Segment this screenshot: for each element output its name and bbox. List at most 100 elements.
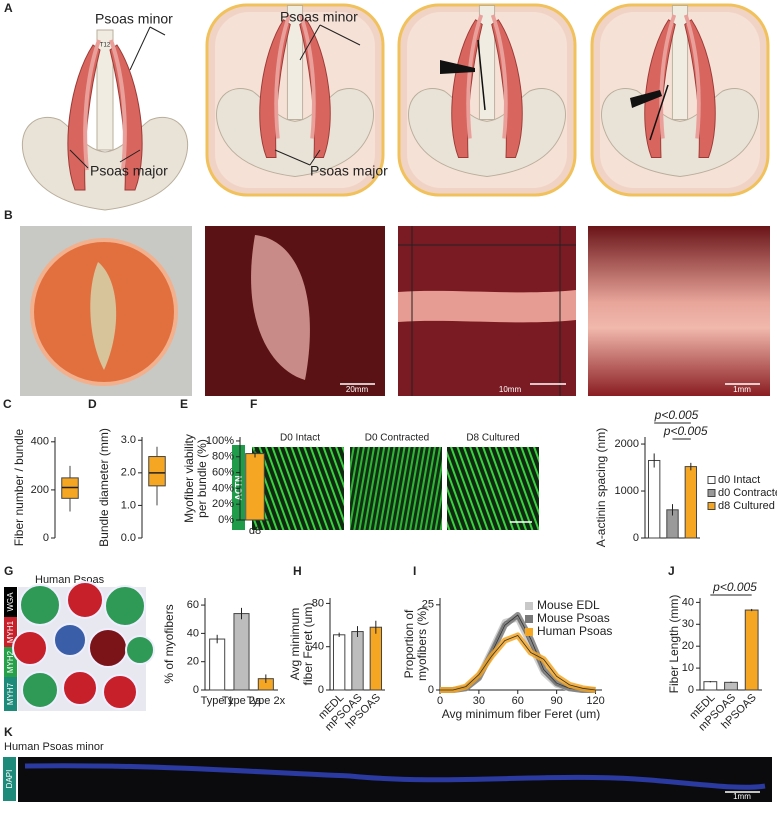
y-axis-label: Fiber Length (mm) [667,595,681,694]
panel-label: J [668,564,675,578]
y-tick-label: 10 [682,662,694,674]
micrograph [447,447,539,530]
panel-label: A [4,1,13,15]
x-tick-label: 30 [473,695,485,707]
x-tick-label: Type 1 [201,695,234,707]
x-tick-label: 120 [586,695,604,707]
x-axis-label: Avg minimum fiber Feret (um) [442,707,600,721]
y-axis-label: Fiber number / bundle [12,428,26,546]
y-tick-label: 1.0 [121,499,136,511]
legend-swatch [525,615,533,623]
panel-label: C [3,397,12,411]
image-title: Human Psoas minor [4,741,104,753]
y-tick-label: 0% [218,514,234,526]
anatomy-label: Psoas major [90,163,168,179]
channel-label: WGA [6,592,15,612]
legend-label: d0 Contracted [718,487,777,499]
x-tick-label: Type 2a [222,695,262,707]
y-tick-label: 30 [682,618,694,630]
series-line [440,634,596,691]
y-tick-label: 0.0 [121,532,136,544]
channel-label: DAPI [5,770,14,789]
y-axis-label: fiber Feret (um) [301,603,315,686]
legend-swatch [525,602,533,610]
x-tick-label: 90 [551,695,563,707]
anatomy-label: Psoas minor [95,11,173,27]
significance-label: p<0.005 [654,408,699,422]
y-axis-label: myofibers (%) [415,607,429,681]
x-tick-label: 0 [437,695,443,707]
photo [588,226,770,396]
bar [332,634,346,691]
y-axis-label: per bundle (%) [195,439,209,518]
significance-label: p<0.005 [663,424,708,438]
panel-label: E [180,397,188,411]
y-tick-label: 20 [682,640,694,652]
y-tick-label: 0 [193,684,199,696]
scale-bar-label: 10mm [499,385,522,394]
y-tick-label: 0 [633,532,639,544]
panel-label: I [413,564,416,578]
series-band [440,632,596,693]
legend-label: d8 Cultured [718,500,775,512]
micrograph [252,447,344,530]
y-tick-label: 60 [187,599,199,611]
panel-label: B [4,208,13,222]
y-axis-label: Avg minimum [288,608,302,680]
y-tick-label: 80% [212,451,234,463]
y-tick-label: 200 [31,484,49,496]
x-tick-label: Type 2x [247,695,286,707]
y-tick-label: 0 [428,684,434,696]
bar [647,459,661,539]
image-title: D8 Cultured [466,433,519,444]
bar [744,609,759,691]
y-tick-label: 2000 [615,438,639,450]
bar [724,681,738,691]
legend-label: d0 Intact [718,474,760,486]
y-tick-label: 40% [212,482,234,494]
y-tick-label: 60% [212,466,234,478]
scale-bar-label: 1mm [733,385,751,394]
bar [351,631,364,691]
channel-label: MYH2 [6,650,15,673]
y-tick-label: 0 [43,532,49,544]
channel-label: MYH1 [6,620,15,643]
image-title: D0 Intact [280,433,320,444]
y-axis-label: Bundle diameter (mm) [97,428,111,547]
legend-swatch [525,628,533,636]
y-tick-label: 2.0 [121,467,136,479]
bar [245,453,265,521]
y-tick-label: 40 [187,627,199,639]
y-tick-label: 1000 [615,485,639,497]
bar [703,681,718,691]
y-tick-label: 400 [31,436,49,448]
y-tick-label: 40 [682,596,694,608]
x-tick-label: 60 [512,695,524,707]
bar [233,613,250,691]
panel-label: K [4,725,13,739]
legend-swatch [707,476,716,484]
y-tick-label: 20% [212,498,234,510]
box [148,456,166,487]
y-axis-label: % of myofibers [162,604,176,683]
y-tick-label: 0 [688,684,694,696]
y-axis-label: Proportion of [402,609,416,678]
anatomy-label: Psoas minor [280,9,358,25]
y-axis-label: Myofiber viability [182,434,196,523]
bar [369,626,383,691]
micrograph [350,447,442,530]
panel-label: H [293,564,302,578]
legend-swatch [707,502,716,510]
y-tick-label: 0 [318,684,324,696]
significance-label: p<0.005 [712,580,757,594]
panel-label: D [88,397,97,411]
y-tick-label: 20 [187,656,199,668]
x-tick-label: d8 [249,525,261,537]
y-tick-label: 80 [312,597,324,609]
legend-label: Mouse Psoas [537,611,610,625]
vertebra-label: T12 [100,43,111,49]
y-tick-label: 3.0 [121,434,136,446]
image-title: D0 Contracted [365,433,429,444]
bar [209,638,226,691]
